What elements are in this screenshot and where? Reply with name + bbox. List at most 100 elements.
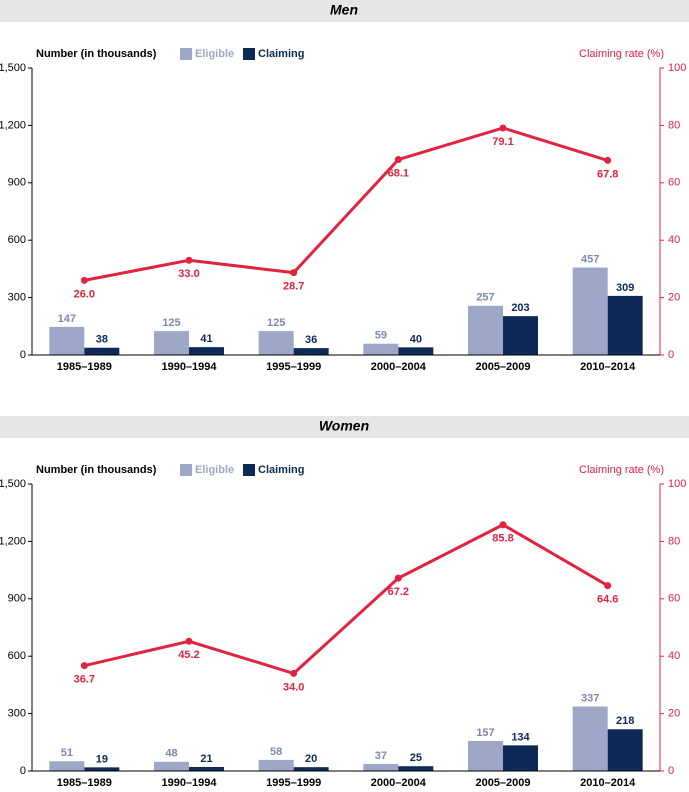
bar-value-label: 20	[305, 753, 317, 765]
y-tick-label: 600	[8, 234, 26, 246]
bar	[398, 347, 434, 355]
bar	[258, 759, 294, 771]
rate-value-label: 26.0	[74, 288, 95, 300]
bar	[189, 347, 224, 355]
bar	[503, 745, 538, 771]
bar-value-label: 21	[200, 753, 212, 765]
y-axis-label: Number (in thousands)	[36, 48, 157, 60]
bar-value-label: 51	[61, 747, 73, 759]
chart-title: Men	[330, 2, 358, 18]
x-tick-label: 2010–2014	[580, 777, 636, 789]
bar	[363, 343, 399, 355]
legend-label: Eligible	[195, 464, 234, 476]
rate-point	[80, 276, 88, 284]
x-tick-label: 2010–2014	[580, 361, 636, 373]
x-tick-label: 2000–2004	[371, 777, 427, 789]
bar-value-label: 218	[616, 715, 634, 727]
bar	[468, 305, 503, 355]
rate-point	[290, 669, 298, 677]
bar	[572, 706, 608, 771]
legend-label: Claiming	[258, 48, 304, 60]
bar-value-label: 40	[410, 333, 422, 345]
bar	[363, 763, 399, 771]
legend-swatch	[243, 48, 255, 60]
rate-point	[394, 574, 402, 582]
bar-value-label: 58	[270, 746, 282, 758]
y2-tick-label: 80	[668, 535, 680, 547]
rate-point	[290, 269, 298, 277]
y2-tick-label: 0	[668, 765, 674, 777]
bar	[258, 331, 294, 355]
rate-value-label: 36.7	[74, 674, 95, 686]
x-tick-label: 2000–2004	[371, 361, 427, 373]
rate-point	[185, 637, 193, 645]
legend-swatch	[243, 464, 255, 476]
rate-point	[394, 156, 402, 164]
x-tick-label: 2005–2009	[475, 361, 530, 373]
y-axis-label: Number (in thousands)	[36, 464, 157, 476]
bar	[572, 267, 608, 355]
rate-value-label: 45.2	[178, 649, 199, 661]
bar-value-label: 41	[200, 333, 212, 345]
rate-value-label: 28.7	[283, 281, 304, 293]
rate-point	[185, 256, 193, 264]
rate-point	[604, 582, 612, 590]
bar	[49, 326, 85, 355]
header-band	[0, 0, 689, 22]
header-band	[0, 416, 689, 438]
bar-value-label: 203	[511, 302, 529, 314]
rate-value-label: 85.8	[492, 533, 513, 545]
y2-tick-label: 40	[668, 234, 680, 246]
y2-tick-label: 20	[668, 292, 680, 304]
bar	[607, 295, 643, 355]
y-tick-label: 300	[8, 708, 26, 720]
bar	[293, 767, 329, 771]
y2-tick-label: 100	[668, 478, 686, 490]
rate-value-label: 79.1	[492, 136, 513, 148]
rate-point	[499, 124, 507, 132]
rate-value-label: 34.0	[283, 681, 304, 693]
bar	[84, 767, 120, 771]
chart-title: Women	[319, 418, 369, 434]
bar-value-label: 38	[96, 334, 108, 346]
bar-value-label: 59	[375, 330, 387, 342]
x-tick-label: 1995–1999	[266, 361, 321, 373]
x-tick-label: 1985–1989	[57, 361, 112, 373]
legend-swatch	[180, 464, 192, 476]
rate-line	[83, 523, 609, 676]
bar	[49, 761, 85, 771]
y2-tick-label: 0	[668, 349, 674, 361]
y-tick-label: 0	[20, 349, 26, 361]
x-tick-label: 1990–1994	[161, 777, 217, 789]
bar-value-label: 25	[410, 752, 422, 764]
bar-value-label: 337	[581, 692, 599, 704]
rate-value-label: 67.2	[388, 586, 409, 598]
y2-axis-label: Claiming rate (%)	[579, 464, 664, 476]
x-tick-label: 2005–2009	[475, 777, 530, 789]
y2-tick-label: 20	[668, 708, 680, 720]
bar	[293, 348, 329, 355]
y2-axis-label: Claiming rate (%)	[579, 48, 664, 60]
y2-tick-label: 40	[668, 650, 680, 662]
bar	[84, 347, 120, 355]
legend-swatch	[180, 48, 192, 60]
bar-value-label: 134	[511, 731, 530, 743]
y-tick-label: 1,200	[0, 119, 26, 131]
rate-value-label: 68.1	[388, 167, 409, 179]
bar	[154, 331, 189, 355]
y2-tick-label: 60	[668, 177, 680, 189]
legend-label: Eligible	[195, 48, 234, 60]
bar-value-label: 125	[267, 317, 285, 329]
bar-value-label: 157	[476, 727, 494, 739]
rate-value-label: 33.0	[178, 268, 199, 280]
y2-tick-label: 60	[668, 593, 680, 605]
rate-value-label: 67.8	[597, 168, 618, 180]
x-tick-label: 1995–1999	[266, 777, 321, 789]
rate-point	[80, 662, 88, 670]
bar	[154, 761, 189, 771]
rate-line	[84, 126, 609, 282]
bar-value-label: 147	[58, 313, 76, 325]
y-tick-label: 300	[8, 292, 26, 304]
y-tick-label: 900	[8, 177, 26, 189]
